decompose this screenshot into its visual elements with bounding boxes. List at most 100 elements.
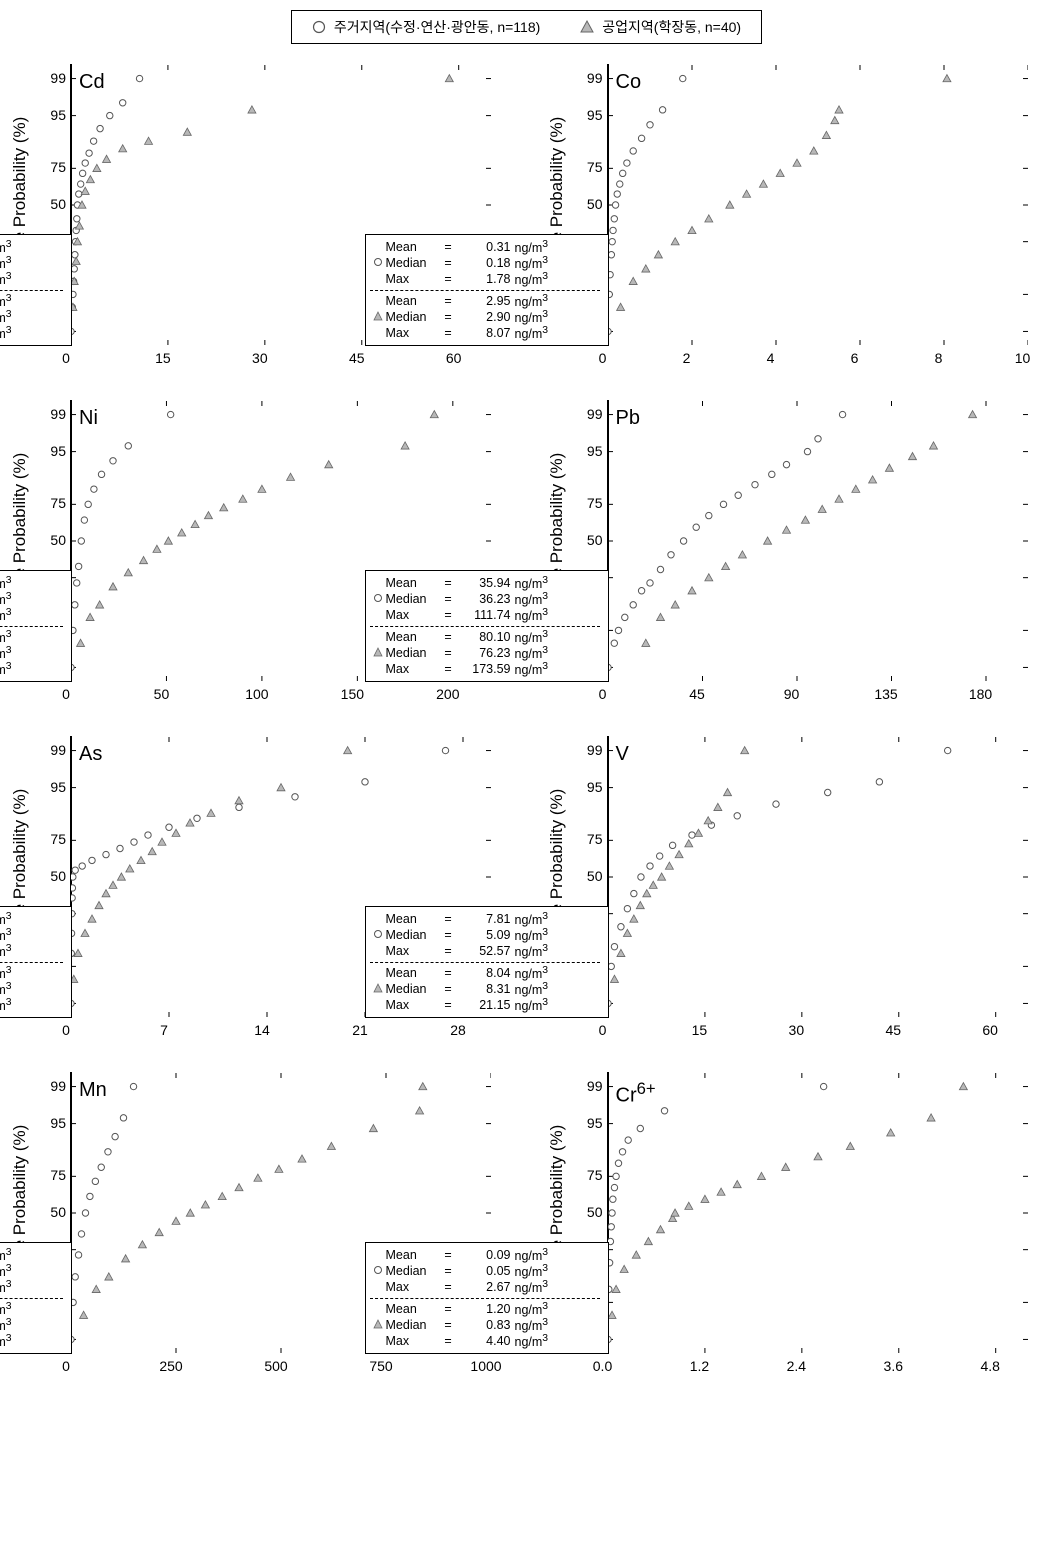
x-tick-label: 45: [349, 350, 365, 366]
x-tick-label: 1.2: [690, 1358, 709, 1374]
stats-row: Median=3.63ng/m3: [0, 981, 63, 997]
stats-row: Max=52.20ng/m3: [0, 607, 63, 623]
element-label: Cd: [79, 71, 105, 94]
stats-row: Median=1.72ng/m3: [0, 309, 63, 325]
stats-box: Mean=6.30ng/m3Median=5.42ng/m3Max=52.20n…: [0, 570, 72, 682]
y-tick-label: 99: [50, 742, 66, 758]
stats-row: Mean=2.75ng/m3: [0, 911, 63, 927]
plot-box: VMean=7.81ng/m3Median=5.09ng/m3Max=52.57…: [607, 736, 609, 1018]
x-tick-label: 1000: [470, 1358, 501, 1374]
plot-box: NiMean=6.30ng/m3Median=5.42ng/m3Max=52.2…: [70, 400, 72, 682]
plot-box: AsMean=2.75ng/m3Median=0.13ng/m3Max=26.7…: [70, 736, 72, 1018]
x-tick-label: 0: [599, 350, 607, 366]
stats-row: Median=76.23ng/m3: [370, 645, 600, 661]
stats-box: Mean=1.66ng/m3Median=1.03ng/m3Max=10.61n…: [0, 234, 72, 346]
x-tick-label: 15: [155, 350, 171, 366]
x-tick-label: 60: [446, 350, 462, 366]
y-tick-label: 99: [587, 1078, 603, 1094]
x-tick-label: 200: [436, 686, 459, 702]
y-tick-label: 50: [587, 868, 603, 884]
stats-box: Mean=35.94ng/m3Median=36.23ng/m3Max=111.…: [365, 570, 609, 682]
y-tick-label: 95: [587, 1115, 603, 1131]
x-tick-label: 3.6: [884, 1358, 903, 1374]
stats-row: Max=4.40ng/m3: [370, 1333, 600, 1349]
y-tick-label: 95: [50, 779, 66, 795]
stats-row: Median=8.31ng/m3: [370, 981, 600, 997]
x-tick-label: 28: [450, 1022, 466, 1038]
x-tick-label: 21: [352, 1022, 368, 1038]
stats-row: Median=2.90ng/m3: [370, 309, 600, 325]
stats-row: Max=19.76ng/m3: [0, 997, 63, 1013]
plot-box: MnMean=43.05ng/m3Median=34.47ng/m3Max=14…: [70, 1072, 72, 1354]
legend-box: 주거지역(수정·연산·광안동, n=118) 공업지역(학장동, n=40): [291, 10, 762, 44]
stats-row: Max=10.61ng/m3: [0, 271, 63, 287]
stats-box: Mean=0.09ng/m3Median=0.05ng/m3Max=2.67ng…: [365, 1242, 609, 1354]
legend-industrial-label: 공업지역(학장동, n=40): [602, 17, 741, 37]
stats-row: Mean=1.66ng/m3: [0, 239, 63, 255]
x-tick-label: 0: [62, 686, 70, 702]
y-tick-label: 50: [587, 196, 603, 212]
x-tick-label: 7: [160, 1022, 168, 1038]
y-tick-label: 99: [50, 1078, 66, 1094]
stats-row: Median=0.13ng/m3: [0, 927, 63, 943]
stats-row: Mean=1.20ng/m3: [370, 1301, 600, 1317]
stats-row: Mean=60.61ng/m3: [0, 629, 63, 645]
x-ticks: 015304560: [66, 350, 486, 370]
y-tick-label: 50: [50, 868, 66, 884]
y-tick-label: 99: [587, 406, 603, 422]
element-label: Mn: [79, 1079, 107, 1102]
chart-pb: Cumulative Probability (%)999575502551Pb…: [547, 400, 1044, 706]
stats-row: Median=51.12ng/m3: [0, 645, 63, 661]
x-tick-label: 500: [264, 1358, 287, 1374]
stats-row: Mean=0.31ng/m3: [370, 239, 600, 255]
y-tick-label: 75: [587, 1167, 603, 1183]
x-tick-label: 0: [599, 686, 607, 702]
x-tick-label: 250: [159, 1358, 182, 1374]
x-tick-label: 4.8: [980, 1358, 999, 1374]
stats-box: Mean=2.75ng/m3Median=0.13ng/m3Max=26.75n…: [0, 906, 72, 1018]
stats-row: Max=58.55ng/m3: [0, 325, 63, 341]
x-tick-label: 100: [245, 686, 268, 702]
x-tick-label: 50: [154, 686, 170, 702]
x-tick-label: 0: [62, 350, 70, 366]
y-tick-label: 99: [50, 70, 66, 86]
stats-row: Max=52.57ng/m3: [370, 943, 600, 959]
element-label: Co: [616, 71, 642, 94]
x-tick-label: 0: [599, 1022, 607, 1038]
y-tick-label: 50: [587, 532, 603, 548]
stats-row: Mean=4.95ng/m3: [0, 293, 63, 309]
legend-residential: 주거지역(수정·연산·광안동, n=118): [312, 17, 540, 37]
chart-co: Cumulative Probability (%)999575502551Co…: [547, 64, 1044, 370]
legend-residential-label: 주거지역(수정·연산·광안동, n=118): [334, 17, 540, 37]
x-ticks: 015304560: [603, 1022, 1023, 1042]
x-tick-label: 90: [784, 686, 800, 702]
plot-box: CdMean=1.66ng/m3Median=1.03ng/m3Max=10.6…: [70, 64, 72, 346]
x-ticks: 050100150200: [66, 686, 486, 706]
stats-row: Median=5.42ng/m3: [0, 591, 63, 607]
y-tick-label: 75: [587, 495, 603, 511]
x-tick-label: 150: [341, 686, 364, 702]
x-ticks: 07142128: [66, 1022, 486, 1042]
stats-row: Median=36.23ng/m3: [370, 591, 600, 607]
stats-row: Median=1.03ng/m3: [0, 255, 63, 271]
element-label: Pb: [616, 407, 640, 430]
x-tick-label: 8: [935, 350, 943, 366]
stats-row: Median=0.83ng/m3: [370, 1317, 600, 1333]
stats-row: Max=148.88ng/m3: [0, 1279, 63, 1295]
stats-box: Mean=7.81ng/m3Median=5.09ng/m3Max=52.57n…: [365, 906, 609, 1018]
chart-v: Cumulative Probability (%)999575502551VM…: [547, 736, 1044, 1042]
x-tick-label: 135: [874, 686, 897, 702]
y-tick-label: 95: [587, 779, 603, 795]
stats-row: Max=26.75ng/m3: [0, 943, 63, 959]
y-tick-label: 99: [587, 742, 603, 758]
x-tick-label: 10: [1015, 350, 1031, 366]
stats-row: Mean=0.09ng/m3: [370, 1247, 600, 1263]
x-tick-label: 14: [254, 1022, 270, 1038]
stats-row: Mean=2.95ng/m3: [370, 293, 600, 309]
y-tick-label: 50: [50, 532, 66, 548]
legend-industrial: 공업지역(학장동, n=40): [580, 17, 741, 37]
x-tick-label: 180: [969, 686, 992, 702]
x-tick-label: 0: [62, 1022, 70, 1038]
stats-row: Max=173.59ng/m3: [370, 661, 600, 677]
chart-cr: Cumulative Probability (%)999575502551Cr…: [547, 1072, 1044, 1378]
